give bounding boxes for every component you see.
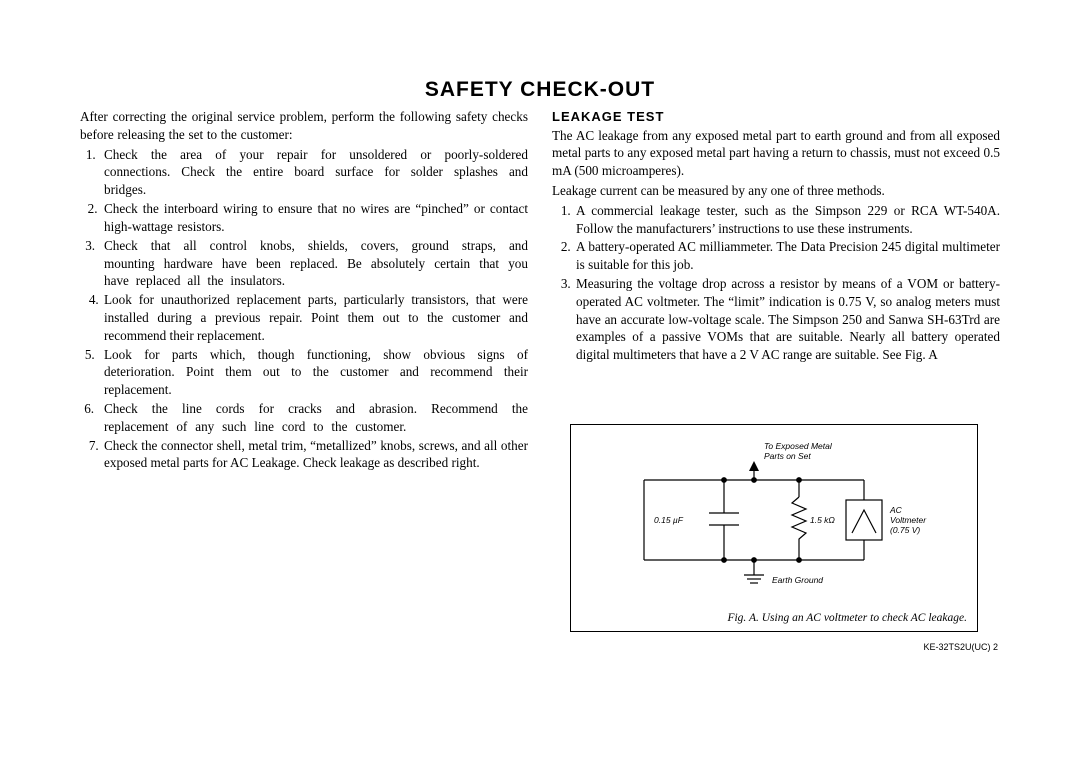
list-item: Look for parts which, though functioning…: [102, 346, 528, 399]
leakage-para-2: Leakage current can be measured by any o…: [552, 182, 1000, 200]
fig-label-vm2: Voltmeter: [890, 515, 927, 525]
fig-label-vm3: (0.75 V): [890, 525, 920, 535]
fig-label-ground: Earth Ground: [772, 575, 823, 585]
list-item: Measuring the voltage drop across a resi…: [574, 275, 1000, 364]
circuit-diagram: To Exposed Metal Parts on Set 0.15 µF 1.…: [584, 435, 964, 605]
list-item: Check the line cords for cracks and abra…: [102, 400, 528, 436]
leakage-heading: LEAKAGE TEST: [552, 108, 1000, 126]
page-footer: KE-32TS2U(UC) 2: [80, 642, 1000, 652]
safety-check-list: Check the area of your repair for unsold…: [80, 146, 528, 473]
list-item: Check the area of your repair for unsold…: [102, 146, 528, 199]
right-column: LEAKAGE TEST The AC leakage from any exp…: [552, 108, 1000, 632]
leakage-para-1: The AC leakage from any exposed metal pa…: [552, 127, 1000, 180]
figure-caption: Fig. A. Using an AC voltmeter to check A…: [581, 611, 967, 627]
figure-a-box: To Exposed Metal Parts on Set 0.15 µF 1.…: [570, 424, 978, 632]
fig-label-cap: 0.15 µF: [654, 515, 684, 525]
fig-label-res: 1.5 kΩ: [810, 515, 835, 525]
two-column-layout: After correcting the original service pr…: [80, 108, 1000, 632]
list-item: A commercial leakage tester, such as the…: [574, 202, 1000, 238]
left-column: After correcting the original service pr…: [80, 108, 528, 632]
intro-paragraph: After correcting the original service pr…: [80, 108, 528, 144]
list-item: A battery-operated AC milliammeter. The …: [574, 238, 1000, 274]
fig-label-top2: Parts on Set: [764, 451, 811, 461]
list-item: Check the connector shell, metal trim, “…: [102, 437, 528, 473]
fig-label-top1: To Exposed Metal: [764, 441, 833, 451]
page: SAFETY CHECK-OUT After correcting the or…: [0, 0, 1080, 674]
list-item: Check the interboard wiring to ensure th…: [102, 200, 528, 236]
list-item: Check that all control knobs, shields, c…: [102, 237, 528, 290]
fig-label-vm1: AC: [889, 505, 903, 515]
main-title: SAFETY CHECK-OUT: [80, 78, 1000, 102]
leakage-method-list: A commercial leakage tester, such as the…: [552, 202, 1000, 364]
list-item: Look for unauthorized replacement parts,…: [102, 291, 528, 344]
